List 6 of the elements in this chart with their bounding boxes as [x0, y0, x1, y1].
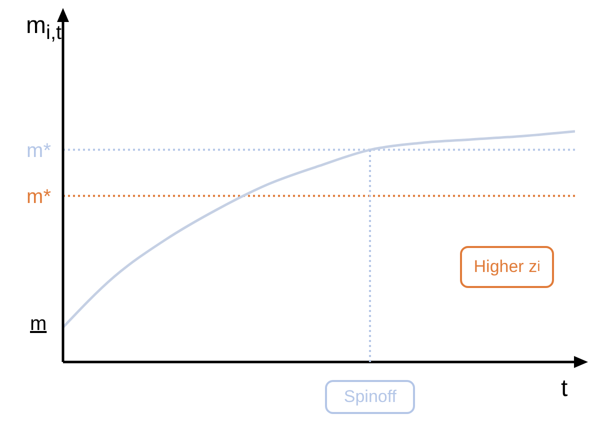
- text: m: [30, 313, 47, 336]
- y-axis-title: m$_{i,t}$: [26, 12, 62, 45]
- ref-line-label: m*: [26, 140, 52, 162]
- ref-line-label: m*: [26, 186, 52, 208]
- x-axis-title: t: [561, 375, 568, 403]
- text: Spinoff: [325, 380, 416, 414]
